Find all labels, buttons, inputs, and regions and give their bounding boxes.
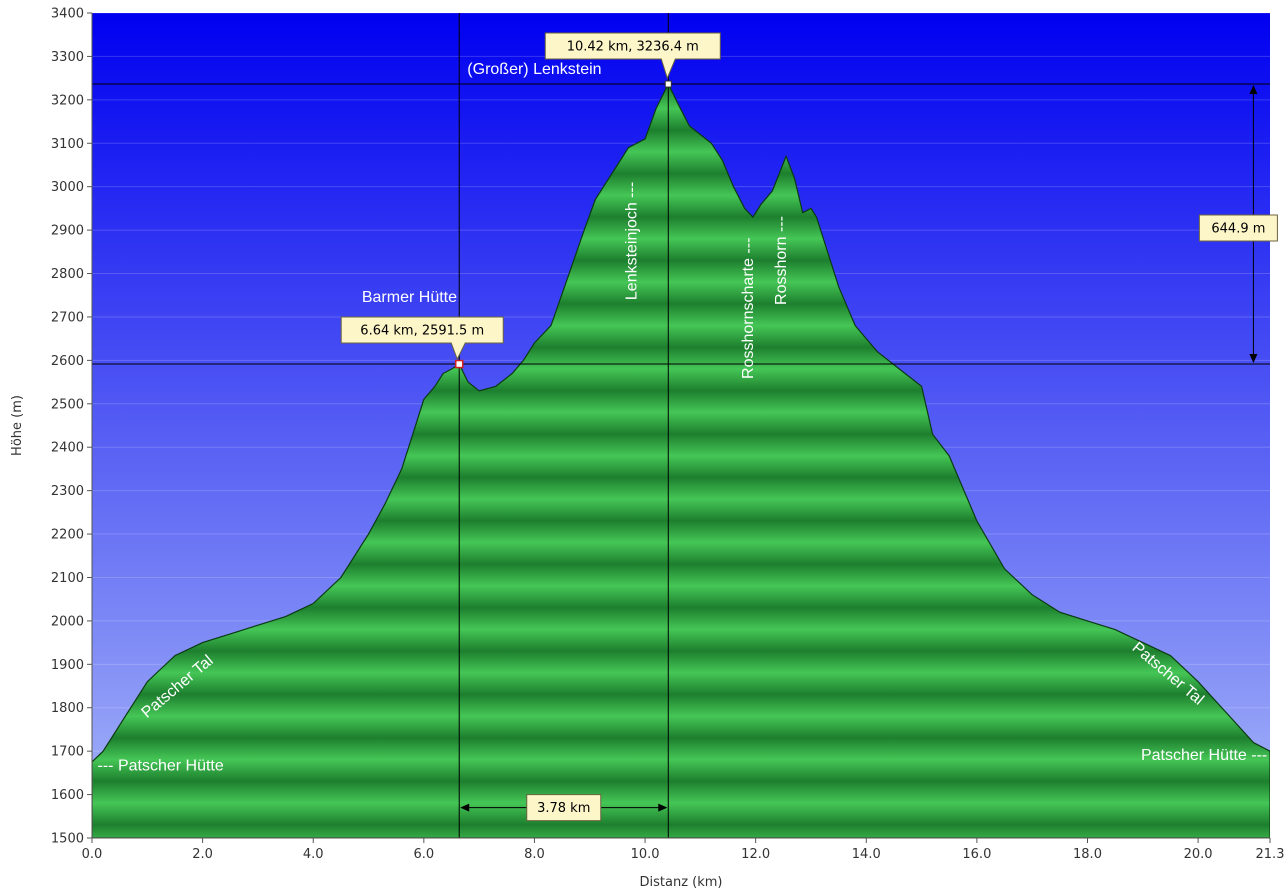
- y-tick-label: 2500: [51, 397, 84, 412]
- x-tick-label: 2.0: [192, 847, 213, 862]
- y-tick-label: 1500: [51, 832, 84, 847]
- y-tick-label: 2900: [51, 224, 84, 239]
- waypoint-label: Lenksteinjoch ---: [624, 182, 641, 300]
- x-tick-label: 18.0: [1073, 847, 1102, 862]
- x-tick-label: 21.3: [1256, 847, 1284, 862]
- elevation-label: 644.9 m: [1198, 214, 1278, 242]
- callout-box: [1198, 214, 1278, 242]
- y-tick-label: 1800: [51, 701, 84, 716]
- y-tick-label: 2400: [51, 441, 84, 456]
- x-tick-label: 8.0: [524, 847, 545, 862]
- y-tick-label: 2700: [51, 310, 84, 325]
- x-tick-label: 12.0: [741, 847, 770, 862]
- waypoint-label: Patscher Hütte ---: [1141, 747, 1267, 764]
- waypoint-marker: [664, 80, 672, 88]
- y-tick-label: 2200: [51, 528, 84, 543]
- y-tick-label: 3100: [51, 137, 84, 152]
- marker-callout: 10.42 km, 3236.4 m: [544, 32, 721, 80]
- arrowhead: [1249, 85, 1258, 95]
- x-tick-label: 0.0: [82, 847, 103, 862]
- x-axis-title: Distanz (km): [640, 875, 723, 890]
- y-tick-label: 2300: [51, 484, 84, 499]
- distance-label: 3.78 km: [526, 794, 602, 822]
- callout-label: 10.42 km, 3236.4 m: [567, 40, 699, 55]
- x-tick-label: 16.0: [962, 847, 991, 862]
- y-tick-label: 2100: [51, 571, 84, 586]
- y-tick-label: 3200: [51, 93, 84, 108]
- x-tick-label: 20.0: [1184, 847, 1213, 862]
- y-tick-label: 3300: [51, 50, 84, 65]
- x-tick-label: 6.0: [413, 847, 434, 862]
- y-tick-label: 1600: [51, 788, 84, 803]
- waypoint-label: Rosshorn ---: [773, 216, 790, 305]
- waypoint-label: Rosshornscharte ---: [740, 238, 757, 379]
- arrowhead: [460, 803, 470, 812]
- waypoint-label: (Großer) Lenkstein: [467, 61, 601, 78]
- arrowhead: [658, 803, 668, 812]
- y-axis-title: Höhe (m): [10, 395, 25, 456]
- y-tick-label: 3400: [51, 7, 84, 22]
- marker-callout: 6.64 km, 2591.5 m: [340, 316, 504, 361]
- waypoint-marker: [454, 359, 464, 369]
- y-tick-label: 2000: [51, 614, 84, 629]
- waypoint-label: Barmer Hütte: [362, 289, 457, 306]
- waypoint-label: --- Patscher Hütte: [98, 758, 224, 775]
- x-tick-label: 14.0: [852, 847, 881, 862]
- x-tick-label: 4.0: [303, 847, 324, 862]
- x-tick-label: 10.0: [631, 847, 660, 862]
- callout-box: [544, 32, 721, 80]
- callout-label: 644.9 m: [1211, 222, 1265, 237]
- callout-box: [340, 316, 504, 361]
- callout-label: 6.64 km, 2591.5 m: [360, 324, 484, 339]
- arrowhead: [1249, 354, 1258, 364]
- y-tick-label: 3000: [51, 180, 84, 195]
- y-tick-label: 1700: [51, 745, 84, 760]
- y-tick-label: 2800: [51, 267, 84, 282]
- y-tick-label: 1900: [51, 658, 84, 673]
- callout-box: [526, 794, 602, 822]
- elevation-profile-area: [92, 82, 1270, 838]
- y-tick-label: 2600: [51, 354, 84, 369]
- callout-label: 3.78 km: [537, 801, 590, 816]
